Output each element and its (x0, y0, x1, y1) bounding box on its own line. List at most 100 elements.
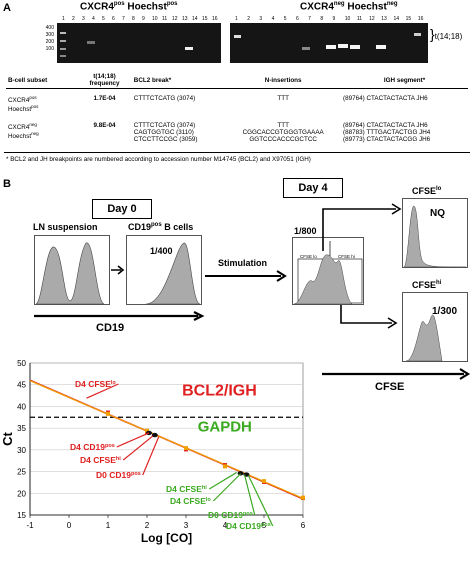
gate-cfse-lo: CFSE lo (300, 254, 317, 259)
y-tick-label: 15 (17, 511, 26, 520)
lane-number: 5 (283, 16, 287, 22)
table-divider (4, 152, 470, 153)
dilution-400: 1/400 (150, 246, 173, 256)
lane-number: 12 (369, 16, 375, 22)
y-tick-label: 40 (17, 402, 26, 411)
translocation-label: }t(14;18) (430, 26, 463, 42)
x-tick-label: 0 (67, 521, 72, 530)
header-n-insertions: N-insertions (225, 72, 342, 89)
lane-number: 9 (332, 16, 336, 22)
annotation-label: D0 CD19pos (208, 510, 253, 520)
lane-number: 14 (192, 16, 198, 22)
x-tick-label: 4 (223, 521, 228, 530)
lane-number: 5 (102, 16, 105, 22)
hist-ln-suspension (34, 235, 110, 305)
x-tick-label: 1 (106, 521, 111, 530)
data-point (184, 446, 188, 451)
arrow-to-cfse-hi (340, 305, 398, 329)
lane-number: 11 (162, 16, 168, 22)
breakpoint-table: B-cell subset t(14;18) frequency BCL2 br… (6, 72, 468, 144)
lane-numbers-left: 1 2 3 4 5 6 7 8 9 10 11 12 13 14 15 16 (60, 16, 220, 24)
lane-number: 6 (295, 16, 299, 22)
nq-label: NQ (430, 208, 445, 219)
annotation-label: D4 CFSEhi (166, 484, 207, 494)
hist-day4 (292, 237, 364, 305)
header-subset: B-cell subset (6, 72, 78, 89)
lane-number: 4 (271, 16, 275, 22)
cfse-axis-label: CFSE (375, 381, 405, 393)
stimulation-label: Stimulation (218, 258, 267, 268)
lane-number: 15 (405, 16, 412, 22)
lane-number: 11 (356, 16, 363, 22)
data-point (145, 428, 149, 433)
annotation-label: D4 CD19pos (70, 442, 115, 452)
table-footnote: * BCL2 and JH breakpoints are numbered a… (6, 156, 311, 163)
series-line (29, 380, 304, 499)
lane-number: 4 (92, 16, 95, 22)
data-point (301, 495, 305, 500)
x-axis-title: Log [CO] (141, 531, 192, 545)
annotation-arrow (116, 432, 150, 448)
lane-number: 16 (212, 16, 218, 22)
header-igh: IGH segment* (341, 72, 468, 89)
annotation-arrow (243, 474, 256, 516)
cd19pos-label: CD19pos B cells (128, 222, 194, 232)
annotation-arrow (86, 383, 119, 399)
lane-number: 3 (82, 16, 85, 22)
y-axis-title: Ct (0, 431, 15, 445)
table-row: CXCR4neg Hoechstneg 9.8E-04 CTTTCTCATG (3… (8, 122, 431, 144)
cd19-axis-arrow (34, 311, 205, 321)
gel-ladder: 400 300 200 100 (45, 25, 54, 52)
gel-right (230, 23, 428, 63)
data-point (262, 479, 266, 484)
lane-number: 8 (320, 16, 324, 22)
annotation-arrow (247, 475, 274, 527)
lane-number: 6 (112, 16, 115, 22)
annotation-label: D4 CFSElo (75, 379, 116, 389)
hist-cfse-hi (402, 292, 468, 362)
annotation-arrow (122, 435, 154, 461)
lane-number: 3 (259, 16, 263, 22)
sample-point (151, 432, 158, 438)
arrow-right-1 (111, 265, 125, 275)
day4-box: Day 4 (283, 178, 343, 198)
arrow-to-cfse-lo (322, 203, 402, 251)
dilution-300: 1/300 (432, 306, 458, 317)
annotation-label: D4 CD19pos (226, 521, 271, 531)
data-point (223, 464, 227, 469)
annotation-arrow (142, 436, 160, 476)
lane-number: 12 (172, 16, 178, 22)
lane-number: 16 (417, 16, 424, 22)
dilution-800: 1/800 (294, 226, 317, 236)
annotation-arrow (208, 471, 238, 490)
y-tick-label: 30 (17, 446, 26, 455)
arrow-stimulation (205, 270, 287, 282)
x-tick-label: 2 (145, 521, 150, 530)
cd19-axis-label: CD19 (96, 322, 125, 334)
gel-left-title: CXCR4pos Hoechstpos (80, 1, 178, 13)
lane-number: 9 (142, 16, 145, 22)
y-tick-label: 35 (17, 424, 26, 433)
y-tick-label: 45 (17, 381, 26, 390)
cfse-hi-title: CFSEhi (412, 280, 442, 290)
lane-number: 1 (62, 16, 65, 22)
annotation-label: D4 CFSEhi (80, 455, 121, 465)
header-bcl2: BCL2 break* (131, 72, 226, 89)
bcl2-igh-label: BCL2/IGH (182, 383, 257, 400)
panel-a-letter: A (3, 2, 11, 14)
lane-number: 13 (182, 16, 188, 22)
lane-number: 13 (381, 16, 387, 22)
x-tick-label: -1 (26, 521, 34, 530)
x-tick-label: 6 (301, 521, 306, 530)
header-frequency: t(14;18) frequency (77, 72, 132, 89)
x-tick-label: 3 (184, 521, 189, 530)
lane-numbers-right: 1 2 3 4 5 6 7 8 9 10 11 12 13 14 15 16 (233, 16, 428, 24)
panel-b-letter: B (3, 178, 11, 190)
annotation-arrow (213, 473, 242, 502)
y-tick-label: 25 (17, 468, 26, 477)
gel-left (57, 23, 221, 63)
hist-cd19pos (126, 235, 202, 305)
table-row: CXCR4pos Hoechstpos 1.7E-04 CTTTCTCATG (3… (8, 95, 428, 114)
lane-number: 2 (72, 16, 75, 22)
annotation-label: D4 CFSElo (170, 496, 211, 506)
